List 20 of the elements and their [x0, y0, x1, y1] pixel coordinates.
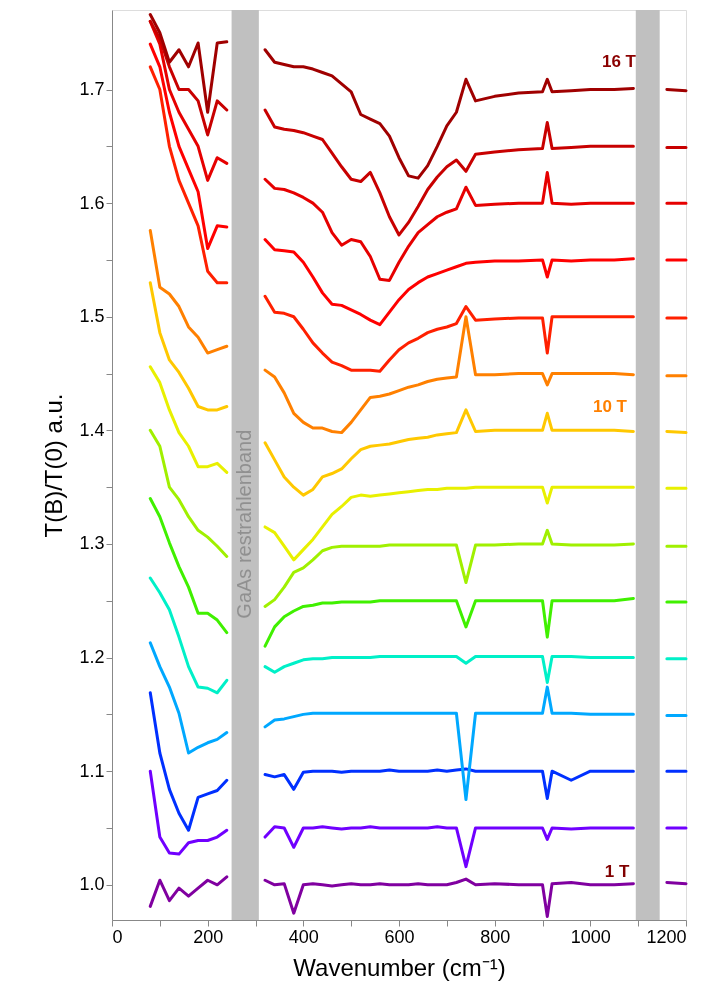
x-tick-label: 1000: [570, 926, 611, 947]
y-tick-label: 1.0: [79, 874, 105, 895]
annotation: 10 T: [592, 397, 628, 416]
x-tick-label: 800: [480, 926, 511, 947]
annotation: 16 T: [601, 52, 637, 71]
y-tick-label: 1.4: [79, 419, 105, 440]
x-tick-label: 400: [288, 926, 319, 947]
y-tick-label: 1.6: [79, 192, 105, 213]
x-tick-label: 1200: [646, 926, 687, 947]
y-axis-title: T(B)/T(0) a.u.: [40, 393, 68, 538]
x-tick-label: 0: [112, 926, 123, 947]
x-tick-label: 600: [384, 926, 415, 947]
y-tick-label: 1.7: [79, 79, 105, 100]
y-tick-label: 1.2: [79, 647, 105, 668]
annotation: 1 T: [604, 862, 630, 881]
y-tick-label: 1.5: [79, 306, 105, 327]
x-axis-title: Wavenumber (cm⁻¹): [293, 953, 506, 981]
y-tick-label: 1.3: [79, 533, 105, 554]
x-tick-label: 200: [193, 926, 224, 947]
y-tick-label: 1.1: [79, 760, 105, 781]
